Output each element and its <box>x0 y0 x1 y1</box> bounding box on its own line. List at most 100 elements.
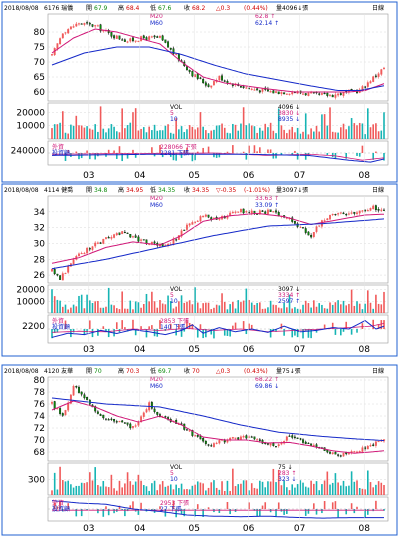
header-close-label: 收 <box>184 4 190 12</box>
inst-bar <box>196 504 199 509</box>
volume-bar <box>129 122 132 139</box>
inst-legend-foreign-name: 外資 <box>52 499 64 507</box>
volume-legend-current: 4096 ↓ <box>278 104 300 111</box>
candle-body <box>221 75 223 81</box>
volume-bar <box>180 483 183 495</box>
volume-bar <box>183 132 186 139</box>
volume-bar <box>83 127 86 139</box>
volume-bar <box>283 303 285 313</box>
candle-body <box>250 88 253 90</box>
candle-body <box>291 217 294 222</box>
inst-bar <box>159 320 161 329</box>
candle-body <box>288 93 291 95</box>
volume-bar <box>88 300 91 313</box>
volume-tick-label: 300 <box>28 476 45 486</box>
volume-bar <box>72 487 75 495</box>
candle-body <box>231 437 234 439</box>
volume-bar <box>358 303 361 313</box>
volume-bar <box>310 480 312 495</box>
inst-bar <box>296 329 299 338</box>
candle-body <box>86 247 89 254</box>
volume-bar <box>323 114 326 139</box>
volume-plot-frame <box>47 102 389 140</box>
candle-body <box>372 76 375 82</box>
candle-body <box>285 436 288 441</box>
volume-bar <box>132 112 134 139</box>
candle-body <box>337 93 340 96</box>
volume-bar <box>51 289 53 313</box>
month-tick-label: 07 <box>294 171 305 181</box>
inst-bar <box>83 329 86 336</box>
inst-bar <box>234 322 237 329</box>
candle-body <box>113 35 116 39</box>
price-tick-label: 28 <box>34 255 46 265</box>
volume-bar <box>358 122 361 139</box>
header-close: 70 <box>192 368 200 375</box>
candle-body <box>140 239 143 241</box>
candle-body <box>72 259 75 265</box>
volume-bar <box>134 108 137 139</box>
candle-body <box>318 225 321 227</box>
inst-legend-foreign-value: 2853 下張 <box>160 318 189 325</box>
candle-body <box>337 454 340 456</box>
inst-legend-trust-name: 投資顧 <box>52 323 70 331</box>
candle-body <box>129 233 132 238</box>
volume-bar <box>175 484 177 495</box>
volume-bar <box>164 486 167 495</box>
candle-body <box>310 235 313 238</box>
inst-bar <box>148 326 150 329</box>
inst-bar <box>283 329 285 336</box>
volume-bar <box>121 291 123 313</box>
candle-body <box>239 86 242 88</box>
volume-bar <box>132 484 134 495</box>
price-tick-label: 80 <box>34 376 46 386</box>
ma20-legend-name: M20 <box>150 376 163 383</box>
volume-bar <box>148 490 150 495</box>
volume-bar <box>97 131 99 139</box>
candle-body <box>169 47 172 50</box>
candle-body <box>356 212 358 215</box>
inst-bar <box>169 323 172 329</box>
inst-bar <box>226 329 229 336</box>
volume-bar <box>161 303 164 313</box>
volume-bar <box>248 299 250 313</box>
candle-body <box>204 82 207 86</box>
candle-body <box>121 39 124 41</box>
volume-bar <box>142 485 145 495</box>
volume-bar <box>156 490 159 495</box>
inst-legend-trust-value: 140 下張 <box>160 324 185 331</box>
ma60-legend-name: M60 <box>150 202 163 209</box>
volume-bar <box>350 289 353 313</box>
header-open-label: 開 <box>86 187 92 194</box>
candle-body <box>334 94 337 98</box>
volume-bar <box>59 466 61 495</box>
inst-bar <box>323 324 326 329</box>
inst-bar <box>202 147 204 153</box>
inst-bar <box>56 329 59 333</box>
volume-bar <box>180 295 183 313</box>
ma60-legend-name: M60 <box>150 383 163 390</box>
header-change: △0.3 <box>216 368 230 375</box>
volume-legend-current: 3097 ↓ <box>278 286 300 293</box>
volume-bar <box>210 130 213 139</box>
candle-body <box>339 212 342 214</box>
volume-bar <box>264 487 267 495</box>
volume-bar <box>175 306 177 313</box>
inst-bar <box>375 151 377 153</box>
volume-bar <box>134 481 137 495</box>
inst-bar <box>226 151 229 153</box>
inst-bar <box>207 507 210 509</box>
candle-body <box>204 214 207 217</box>
inst-bar <box>172 153 175 161</box>
inst-bar <box>277 502 280 509</box>
candle-body <box>86 22 89 24</box>
candle-body <box>312 92 315 94</box>
volume-bar <box>186 129 188 139</box>
month-tick-label: 03 <box>83 345 94 355</box>
volume-bar <box>364 303 366 313</box>
volume-bar <box>186 489 188 495</box>
volume-bar <box>369 302 372 313</box>
volume-legend-ma5-value: 3334 ↑ <box>278 292 300 299</box>
volume-bar <box>302 482 304 495</box>
volume-bar <box>86 482 88 495</box>
